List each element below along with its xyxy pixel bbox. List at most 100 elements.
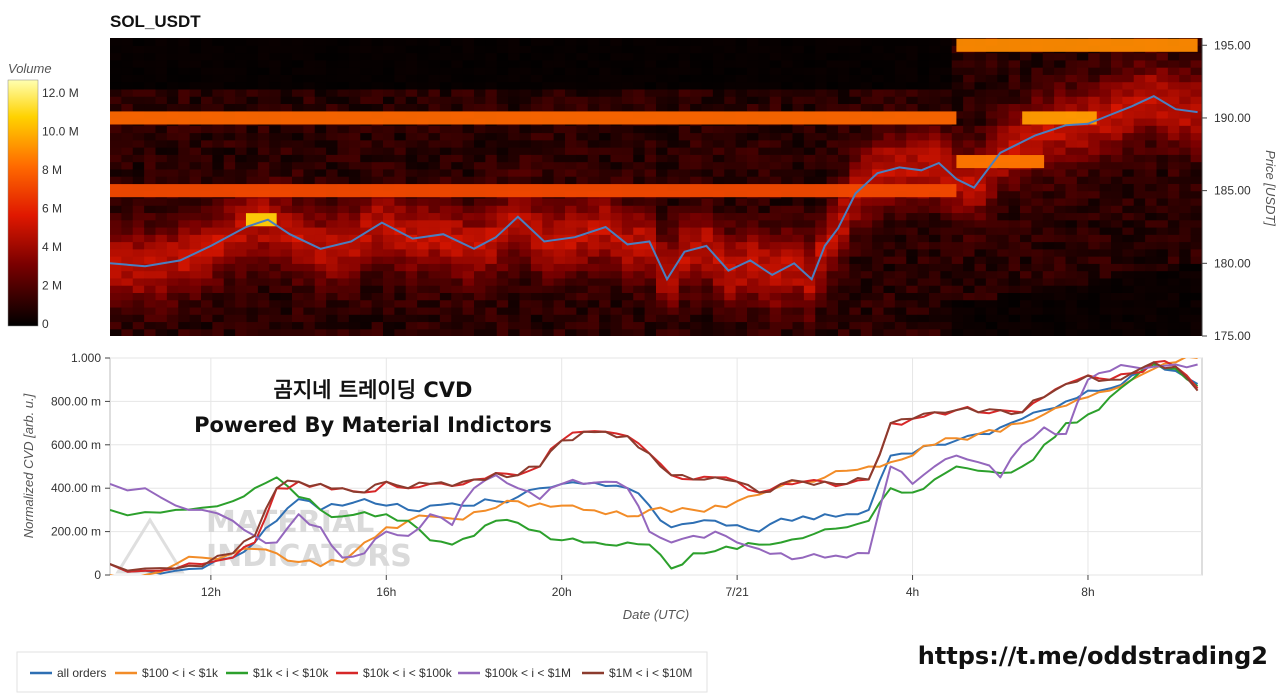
heatmap-cell	[678, 168, 691, 177]
heatmap-cell	[121, 263, 134, 272]
heatmap-cell	[201, 45, 213, 54]
heatmap-cell	[621, 161, 634, 170]
heatmap-cell	[178, 88, 191, 97]
heatmap-cell	[348, 125, 361, 134]
heatmap-cell	[1145, 263, 1158, 272]
heatmap-cell	[678, 125, 691, 134]
heatmap-cell	[894, 205, 907, 214]
heatmap-cell	[872, 125, 885, 134]
heatmap-cell	[212, 328, 225, 336]
heatmap-cell	[314, 256, 327, 264]
heatmap-cell	[178, 38, 191, 46]
heatmap-cell	[178, 205, 191, 214]
heatmap-cell	[1122, 139, 1135, 148]
heatmap-cell	[1042, 139, 1055, 148]
heatmap-cell	[940, 81, 953, 90]
heatmap-cell	[417, 88, 430, 97]
heatmap-cell	[1111, 328, 1123, 336]
heatmap-cell	[712, 67, 725, 75]
heatmap-cell	[303, 299, 316, 308]
heatmap-cell	[769, 88, 782, 97]
heatmap-cell	[269, 45, 282, 54]
heatmap-cell	[1167, 161, 1180, 170]
heatmap-cell	[587, 81, 600, 90]
heatmap-cell	[132, 263, 145, 272]
heatmap-cell	[246, 328, 259, 336]
heatmap-cell	[1122, 197, 1135, 206]
heatmap-cell	[303, 226, 316, 235]
heatmap-cell	[485, 212, 498, 221]
heatmap-cell	[1133, 205, 1146, 214]
heatmap-cell	[1099, 219, 1112, 228]
heatmap-cell	[929, 125, 941, 134]
heatmap-cell	[337, 74, 350, 83]
heatmap-cell	[496, 241, 509, 250]
heatmap-cell	[587, 219, 600, 228]
heatmap-cell	[451, 306, 464, 315]
heatmap-cell	[929, 270, 941, 279]
heatmap-cell	[599, 241, 612, 250]
heatmap-cell	[439, 328, 452, 336]
heatmap-cell	[576, 132, 589, 141]
heatmap-cell	[189, 81, 202, 90]
heatmap-cell	[883, 88, 896, 97]
heatmap-cell	[553, 241, 566, 250]
heatmap-cell	[849, 125, 862, 134]
heatmap-cell	[724, 277, 737, 286]
heatmap-cell	[235, 285, 248, 293]
heatmap-cell	[1088, 306, 1101, 315]
heatmap-cell	[610, 292, 623, 301]
heatmap-cell	[1145, 52, 1158, 61]
heatmap-cell	[849, 328, 862, 336]
colorbar-tick-label: 2 M	[42, 279, 62, 293]
heatmap-cell	[1190, 306, 1202, 315]
heatmap-cell	[747, 176, 759, 184]
heatmap-cell	[917, 314, 930, 323]
heatmap-cell	[166, 67, 179, 75]
heatmap-cell	[644, 147, 657, 155]
heatmap-cell	[712, 248, 725, 257]
heatmap-cell	[644, 52, 657, 61]
heatmap-cell	[1008, 117, 1021, 126]
heatmap-cell	[428, 197, 441, 206]
heatmap-cell	[1008, 139, 1021, 148]
heatmap-cell	[314, 263, 327, 272]
heatmap-cell	[701, 234, 714, 243]
heatmap-cell	[792, 219, 805, 228]
heatmap-cell	[121, 132, 134, 141]
heatmap-cell	[1065, 154, 1078, 163]
heatmap-cell	[838, 226, 850, 235]
heatmap-cell	[894, 299, 907, 308]
heatmap-cell	[326, 256, 339, 264]
heatmap-cell	[792, 292, 805, 301]
heatmap-cell	[348, 154, 361, 163]
heatmap-cell	[1122, 219, 1135, 228]
heatmap-cell	[838, 205, 850, 214]
heatmap-cell	[451, 197, 464, 206]
heatmap-cell	[587, 38, 600, 46]
heatmap-cell	[929, 256, 941, 264]
heatmap-cell	[1190, 168, 1202, 177]
heatmap-cell	[1076, 88, 1089, 97]
heatmap-cell	[849, 263, 862, 272]
heatmap-cell	[724, 256, 737, 264]
heatmap-cell	[405, 81, 418, 90]
heatmap-cell	[405, 306, 418, 315]
heatmap-cell	[326, 226, 339, 235]
heatmap-cell	[405, 103, 418, 112]
heatmap-cell	[110, 74, 122, 83]
heatmap-cell	[417, 96, 430, 105]
heatmap-cell	[314, 154, 327, 163]
heatmap-cell	[132, 161, 145, 170]
heatmap-cell	[599, 154, 612, 163]
channel-url[interactable]: https://t.me/oddstrading2	[918, 642, 1268, 670]
heatmap-cell	[940, 285, 953, 293]
heatmap-cell	[451, 248, 464, 257]
heatmap-cell	[1111, 125, 1123, 134]
heatmap-cell	[189, 270, 202, 279]
heatmap-cell	[985, 197, 998, 206]
heatmap-cell	[257, 321, 270, 330]
overlay-subtitle: Powered By Material Indictors	[194, 413, 552, 437]
heatmap-cell	[872, 219, 885, 228]
heatmap-cell	[678, 38, 691, 46]
